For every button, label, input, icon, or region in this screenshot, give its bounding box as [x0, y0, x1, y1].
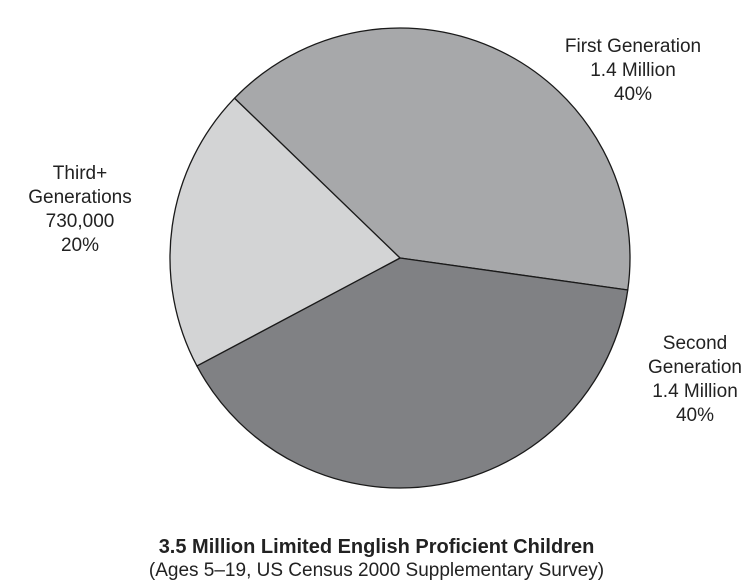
slice-percent-first: 40%	[613, 84, 653, 105]
label-third-generations: Third+ Generations 730,000 20%	[0, 162, 160, 258]
slice-percent-third: 20%	[60, 235, 100, 256]
slice-percent-second: 40%	[675, 405, 715, 426]
slice-label-second-line2: Generation	[647, 357, 742, 378]
chart-caption: 3.5 Million Limited English Proficient C…	[0, 535, 753, 583]
pie-slice-third-generations	[169, 97, 401, 367]
slice-label-third-line1: Third+	[52, 163, 108, 184]
pie-slices	[169, 27, 631, 489]
chart-title: 3.5 Million Limited English Proficient C…	[158, 536, 595, 558]
slice-value-third: 730,000	[45, 211, 115, 232]
slice-value-first: 1.4 Million	[590, 60, 676, 81]
pie-slice-first-generation	[233, 27, 631, 291]
slice-label-second-line1: Second	[662, 333, 728, 354]
slice-value-second: 1.4 Million	[652, 381, 738, 402]
slice-label-first: First Generation	[564, 36, 702, 57]
chart-subtitle: (Ages 5–19, US Census 2000 Supplementary…	[148, 560, 605, 581]
label-second-generation: Second Generation 1.4 Million 40%	[620, 332, 753, 428]
pie-slice-second-generation	[196, 257, 629, 489]
label-first-generation: First Generation 1.4 Million 40%	[533, 35, 733, 107]
slice-label-third-line2: Generations	[28, 187, 132, 208]
